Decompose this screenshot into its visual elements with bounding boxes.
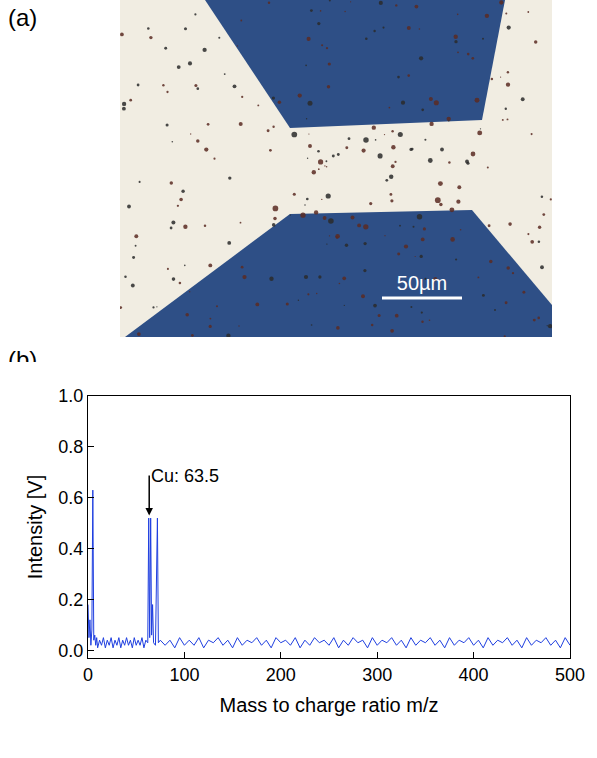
svg-text:100: 100 xyxy=(169,665,199,685)
svg-text:0.6: 0.6 xyxy=(58,488,83,508)
svg-text:50µm: 50µm xyxy=(397,272,447,294)
svg-text:300: 300 xyxy=(362,665,392,685)
svg-text:Intensity [V]: Intensity [V] xyxy=(24,475,46,580)
svg-text:Mass to charge ratio m/z: Mass to charge ratio m/z xyxy=(220,694,439,716)
html-text:(a): (a) xyxy=(8,4,38,31)
svg-text:1.0: 1.0 xyxy=(58,386,83,406)
svg-text:0.8: 0.8 xyxy=(58,437,83,457)
svg-text:0.0: 0.0 xyxy=(58,641,83,661)
html-text:(b): (b) xyxy=(8,346,38,373)
svg-text:Cu: 63.5: Cu: 63.5 xyxy=(151,466,219,486)
svg-text:0.2: 0.2 xyxy=(58,590,83,610)
svg-text:400: 400 xyxy=(459,665,489,685)
svg-text:0.4: 0.4 xyxy=(58,539,83,559)
svg-text:200: 200 xyxy=(266,665,296,685)
svg-text:500: 500 xyxy=(555,665,585,685)
svg-text:0: 0 xyxy=(83,665,93,685)
